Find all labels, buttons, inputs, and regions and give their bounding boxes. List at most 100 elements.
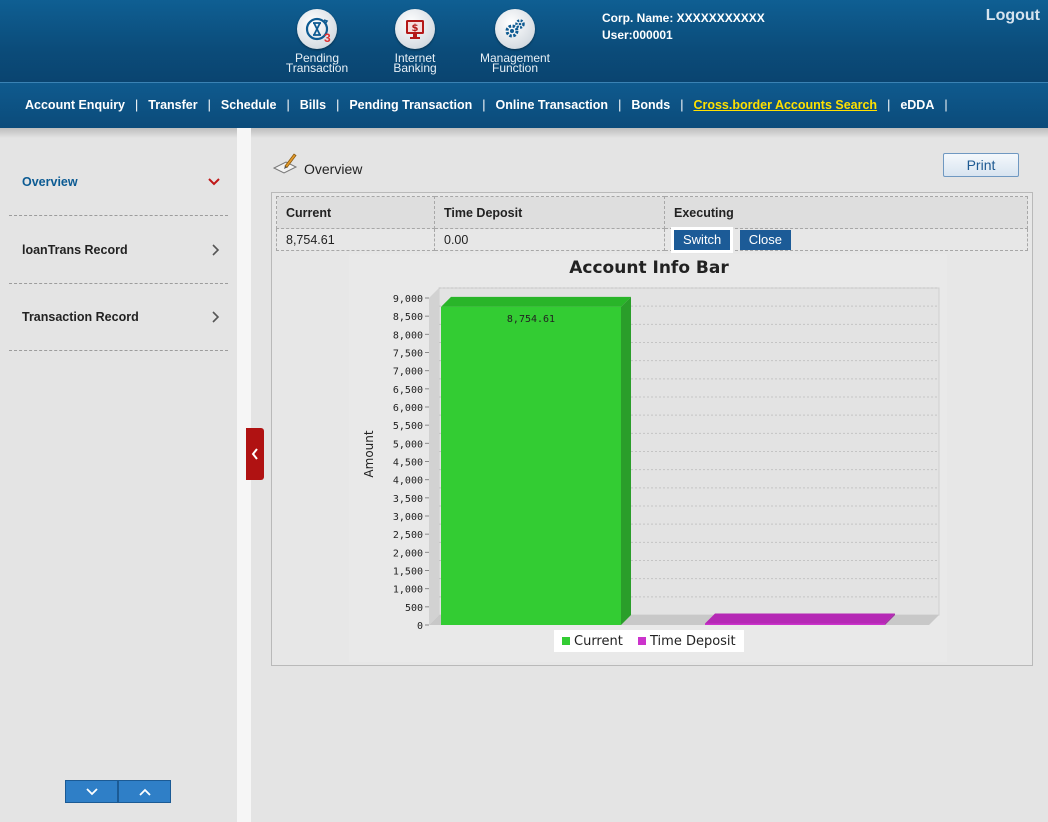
y-tick-label: 7,500 bbox=[393, 349, 423, 360]
legend-box bbox=[554, 630, 744, 652]
scroll-buttons bbox=[65, 780, 171, 803]
page-title: Overview bbox=[272, 152, 363, 177]
sidebar-item-label: Transaction Record bbox=[22, 309, 139, 324]
bar-side bbox=[621, 296, 631, 625]
time-deposit-value: 0.00 bbox=[434, 228, 665, 251]
menu-schedule[interactable]: Schedule bbox=[220, 98, 277, 112]
chevron-up-icon bbox=[138, 788, 151, 796]
menu-account-enquiry[interactable]: Account Enquiry bbox=[25, 98, 126, 112]
plot-side-wall bbox=[429, 288, 439, 625]
menu-separator: | bbox=[887, 98, 891, 112]
account-summary-table: Current Time Deposit Executing 8,754.61 … bbox=[276, 196, 1028, 251]
y-tick-label: 6,000 bbox=[393, 403, 423, 414]
corp-name: Corp. Name: XXXXXXXXXXX bbox=[602, 11, 765, 25]
y-tick-label: 8,000 bbox=[393, 330, 423, 341]
print-button[interactable]: Print bbox=[943, 153, 1019, 177]
sidebar-item-loantrans-record[interactable]: loanTrans Record bbox=[9, 216, 228, 284]
legend-swatch bbox=[638, 637, 646, 645]
pending-transaction-button[interactable]: 3 Pending Transaction bbox=[272, 9, 362, 75]
y-tick-label: 2,000 bbox=[393, 548, 423, 559]
menu-separator: | bbox=[336, 98, 340, 112]
icon-label: Banking bbox=[393, 61, 437, 75]
menu-separator: | bbox=[944, 98, 948, 112]
menu-bills[interactable]: Bills bbox=[299, 98, 327, 112]
menu-bonds[interactable]: Bonds bbox=[631, 98, 671, 112]
switch-button[interactable]: Switch bbox=[674, 229, 731, 250]
pending-count-badge: 3 bbox=[324, 31, 331, 45]
y-axis-label: Amount bbox=[362, 430, 376, 477]
bar-current bbox=[441, 306, 621, 625]
logout-link[interactable]: Logout bbox=[985, 7, 1040, 24]
sidebar-item-label: Overview bbox=[22, 174, 78, 189]
management-function-button[interactable]: Management Function bbox=[470, 9, 560, 75]
y-tick-label: 1,500 bbox=[393, 567, 423, 578]
menu-separator: | bbox=[207, 98, 211, 112]
menu-separator: | bbox=[135, 98, 139, 112]
chevron-right-icon bbox=[212, 310, 220, 323]
menu-pending-transaction[interactable]: Pending Transaction bbox=[349, 98, 473, 112]
bar-side bbox=[885, 613, 895, 625]
y-tick-label: 7,000 bbox=[393, 367, 423, 378]
account-info-bar-chart: Account Info Bar 0 500 1,000 1,500 2,000 2,50… bbox=[349, 254, 947, 662]
icon-label: Pending bbox=[294, 51, 340, 65]
svg-text:$: $ bbox=[412, 23, 419, 34]
gears-icon bbox=[495, 9, 535, 49]
chart-title: Account Info Bar bbox=[569, 258, 729, 278]
sidebar: Overview loanTrans Record Transaction Re… bbox=[0, 138, 237, 822]
page-title-text: Overview bbox=[304, 161, 363, 177]
sidebar-item-label: loanTrans Record bbox=[22, 242, 128, 257]
collapse-sidebar-button[interactable] bbox=[246, 428, 264, 480]
bar-top bbox=[705, 613, 895, 624]
menu-cross-border-accounts-search[interactable]: Cross.border Accounts Search bbox=[693, 98, 878, 112]
chevron-down-icon bbox=[208, 177, 220, 185]
sidebar-item-overview[interactable]: Overview bbox=[9, 148, 228, 216]
menu-online-transaction[interactable]: Online Transaction bbox=[495, 98, 609, 112]
chevron-left-icon bbox=[251, 448, 258, 460]
chart-plot-area: 0 500 1,000 1,500 2,000 2,500 3,000 3,500 4,000 4… bbox=[393, 287, 940, 632]
y-tick-label: 500 bbox=[405, 603, 423, 614]
chevron-right-icon bbox=[212, 243, 220, 256]
menu-transfer[interactable]: Transfer bbox=[148, 98, 198, 112]
icon-label: Transaction bbox=[285, 61, 349, 75]
y-tick-label: 3,000 bbox=[393, 512, 423, 523]
y-tick-label: 4,500 bbox=[393, 458, 423, 469]
current-value: 8,754.61 bbox=[276, 228, 435, 251]
table-row: 8,754.61 0.00 Switch Close bbox=[276, 228, 1028, 251]
icon-label: Function bbox=[491, 61, 539, 75]
chart-legend: Current Time Deposit bbox=[554, 630, 744, 652]
y-tick-label: 5,500 bbox=[393, 421, 423, 432]
main-menu: Account Enquiry | Transfer | Schedule | … bbox=[0, 82, 1048, 128]
column-header: Executing bbox=[664, 196, 1028, 229]
menu-separator: | bbox=[680, 98, 684, 112]
y-tick-label: 5,000 bbox=[393, 439, 423, 450]
scroll-up-button[interactable] bbox=[118, 780, 171, 803]
chevron-down-icon bbox=[85, 787, 98, 795]
edit-document-icon bbox=[272, 153, 298, 174]
y-tick-label: 9,000 bbox=[393, 294, 423, 305]
menu-separator: | bbox=[618, 98, 622, 112]
y-tick-label: 4,000 bbox=[393, 476, 423, 487]
column-header: Time Deposit bbox=[434, 196, 665, 229]
close-button[interactable]: Close bbox=[739, 229, 792, 250]
scroll-down-button[interactable] bbox=[65, 780, 118, 803]
legend-label: Current bbox=[574, 634, 623, 649]
menu-shadow bbox=[0, 128, 1048, 138]
hourglass-refresh-icon bbox=[297, 9, 337, 49]
y-tick-label: 3,500 bbox=[393, 494, 423, 505]
bar-top bbox=[441, 296, 631, 307]
y-tick-label: 1,000 bbox=[393, 585, 423, 596]
sidebar-item-transaction-record[interactable]: Transaction Record bbox=[9, 283, 228, 351]
executing-cell: Switch Close bbox=[664, 228, 1028, 251]
menu-separator: | bbox=[482, 98, 486, 112]
icon-label: Internet bbox=[394, 51, 436, 65]
menu-separator: | bbox=[286, 98, 290, 112]
internet-banking-button[interactable]: $ Internet Banking bbox=[370, 9, 460, 75]
user-id: User:000001 bbox=[602, 28, 673, 42]
bar-time-deposit bbox=[705, 623, 885, 625]
column-header: Current bbox=[276, 196, 435, 229]
menu-edda[interactable]: eDDA bbox=[900, 98, 935, 112]
y-tick-label: 8,500 bbox=[393, 312, 423, 323]
top-header: 3 Pending Transaction $ Internet Banking M… bbox=[0, 0, 1048, 82]
legend-label: Time Deposit bbox=[649, 634, 736, 649]
icon-label: Management bbox=[479, 51, 551, 65]
